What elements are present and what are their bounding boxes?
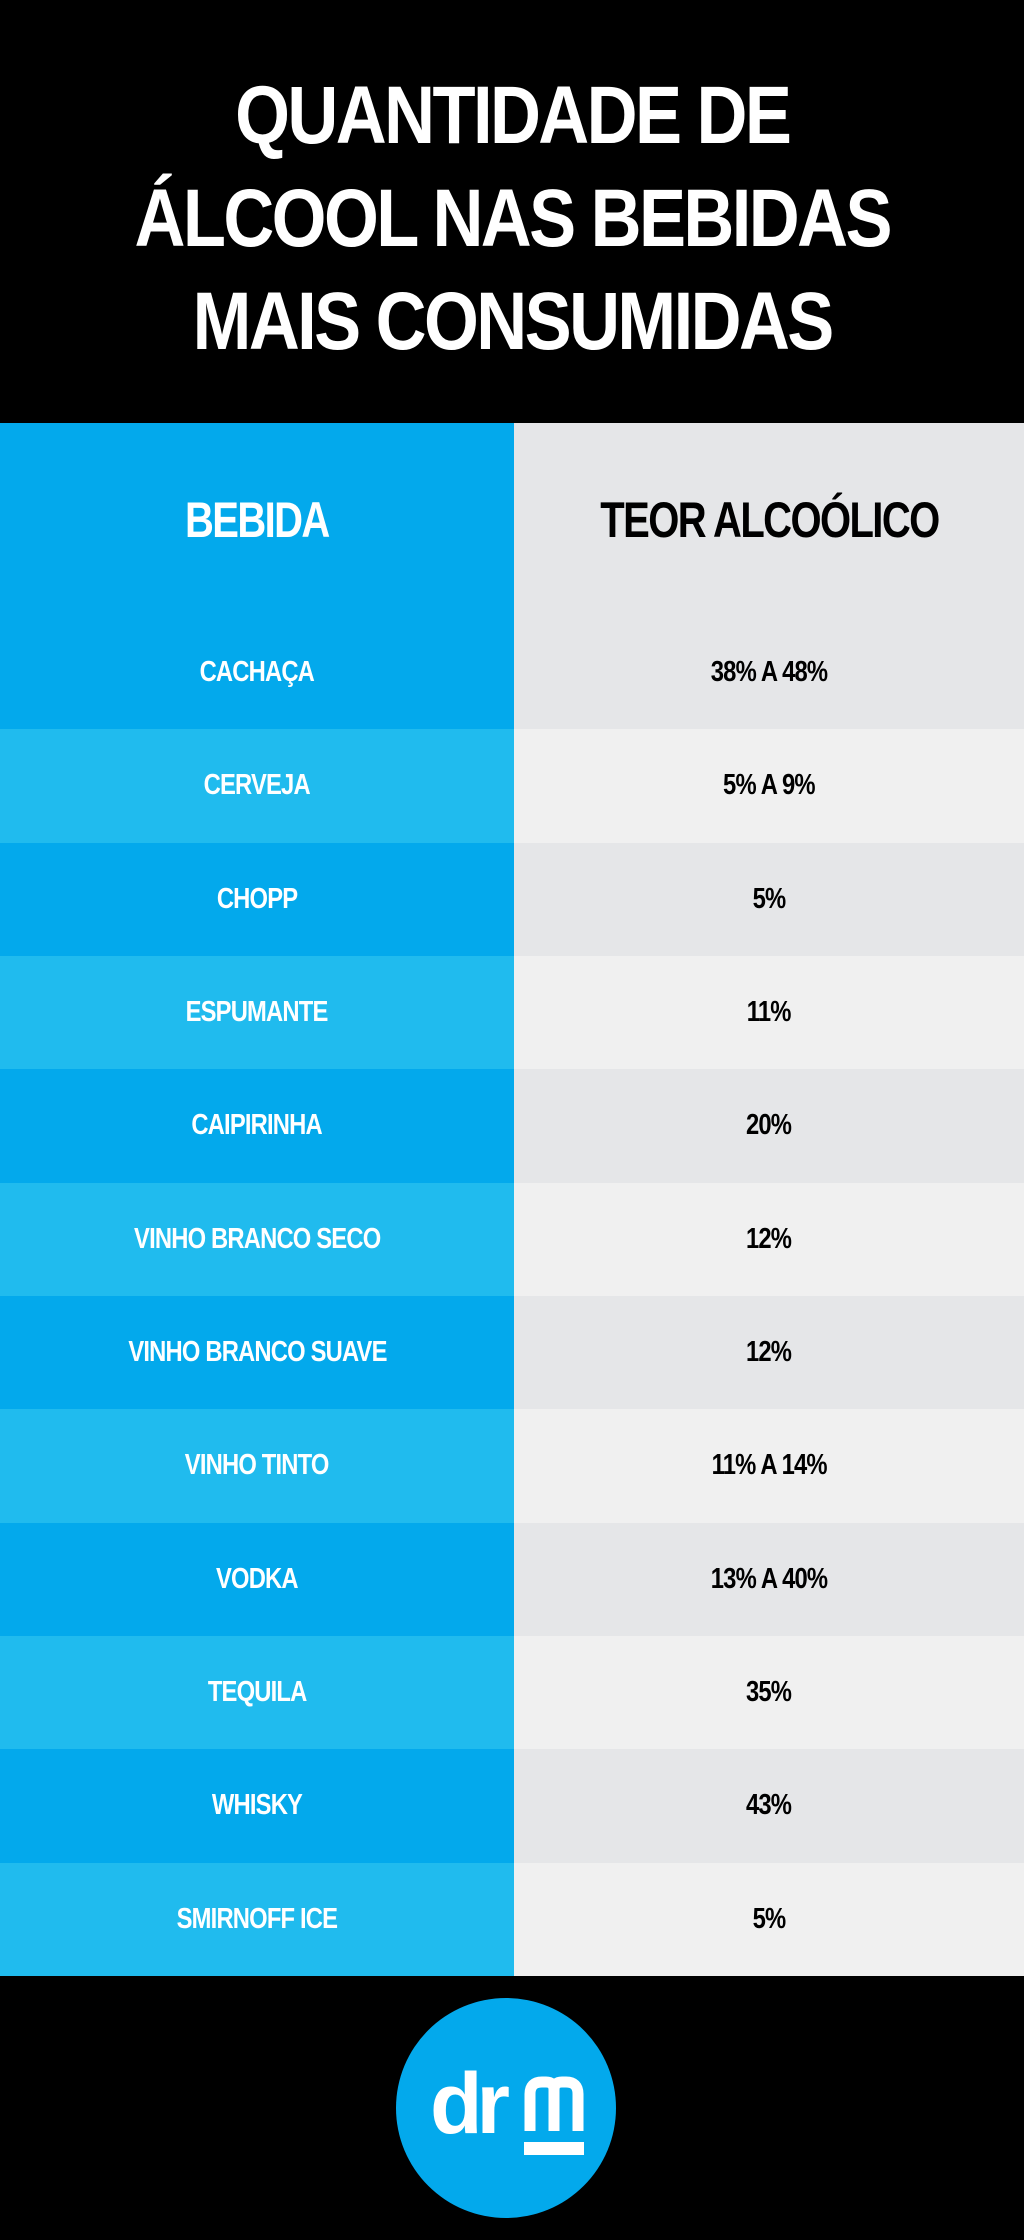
column-header-drink: BEBIDA bbox=[0, 423, 514, 616]
alcohol-value: 11% A 14% bbox=[711, 1449, 827, 1482]
table-row: VINHO BRANCO SUAVE 12% bbox=[0, 1295, 1024, 1410]
table-row: ESPUMANTE 11% bbox=[0, 955, 1024, 1070]
alcohol-value: 43% bbox=[746, 1789, 792, 1822]
alcohol-cell: 12% bbox=[514, 1182, 1024, 1296]
drink-name: VINHO BRANCO SUAVE bbox=[127, 1336, 387, 1369]
drink-cell: CACHAÇA bbox=[0, 616, 514, 730]
alcohol-cell: 35% bbox=[514, 1635, 1024, 1750]
drink-cell: TEQUILA bbox=[0, 1635, 514, 1750]
drink-cell: VODKA bbox=[0, 1522, 514, 1636]
table-row: VINHO BRANCO SECO 12% bbox=[0, 1182, 1024, 1296]
alcohol-value: 13% A 40% bbox=[710, 1562, 828, 1595]
drink-name: CACHAÇA bbox=[199, 656, 315, 689]
table-row: SMIRNOFF ICE 5% bbox=[0, 1862, 1024, 1976]
table-row: WHISKY 43% bbox=[0, 1749, 1024, 1863]
drink-cell: VINHO TINTO bbox=[0, 1409, 514, 1523]
drm-logo-mark: dr bbox=[430, 2056, 584, 2155]
drm-logo-icon: dr bbox=[396, 1998, 616, 2218]
column-header-drink-label: BEBIDA bbox=[185, 491, 330, 548]
drink-cell: VINHO BRANCO SECO bbox=[0, 1182, 514, 1296]
drink-name: ESPUMANTE bbox=[186, 996, 329, 1029]
alcohol-cell: 13% A 40% bbox=[514, 1522, 1024, 1636]
table-body: CACHAÇA 38% A 48% CERVEJA 5% A 9% CHOPP 5% ESP… bbox=[0, 616, 1024, 1976]
alcohol-cell: 38% A 48% bbox=[514, 616, 1024, 730]
alcohol-cell: 5% bbox=[514, 842, 1024, 956]
drink-name: VINHO BRANCO SECO bbox=[133, 1222, 381, 1255]
title-line-1: QUANTIDADE DE bbox=[234, 70, 792, 161]
alcohol-value: 20% bbox=[746, 1109, 792, 1142]
alcohol-value: 5% bbox=[752, 882, 787, 915]
alcohol-cell: 5% bbox=[514, 1862, 1024, 1976]
footer: dr bbox=[0, 1976, 1024, 2240]
alcohol-value: 35% bbox=[746, 1676, 792, 1709]
alcohol-value: 12% bbox=[746, 1222, 792, 1255]
table-row: VINHO TINTO 11% A 14% bbox=[0, 1409, 1024, 1523]
drink-cell: ESPUMANTE bbox=[0, 955, 514, 1070]
drink-name: CERVEJA bbox=[203, 769, 311, 802]
title-line-2: ÁLCOOL NAS BEBIDAS bbox=[134, 173, 892, 264]
alcohol-cell: 12% bbox=[514, 1295, 1024, 1410]
drink-cell: WHISKY bbox=[0, 1749, 514, 1863]
alcohol-cell: 20% bbox=[514, 1069, 1024, 1183]
table-header-row: BEBIDA TEOR ALCOÓLICO bbox=[0, 423, 1024, 616]
header: QUANTIDADE DE ÁLCOOL NAS BEBIDAS MAIS CO… bbox=[0, 0, 1024, 423]
drink-name: CHOPP bbox=[216, 882, 298, 915]
drink-cell: CAIPIRINHA bbox=[0, 1069, 514, 1183]
alcohol-value: 5% bbox=[752, 1902, 787, 1935]
table-row: CAIPIRINHA 20% bbox=[0, 1069, 1024, 1183]
svg-text:dr: dr bbox=[430, 2056, 510, 2152]
page-title: QUANTIDADE DE ÁLCOOL NAS BEBIDAS MAIS CO… bbox=[134, 50, 892, 373]
table-row: CERVEJA 5% A 9% bbox=[0, 729, 1024, 843]
drink-cell: CERVEJA bbox=[0, 729, 514, 843]
drink-name: VODKA bbox=[216, 1562, 299, 1595]
column-header-alcohol: TEOR ALCOÓLICO bbox=[514, 423, 1024, 616]
alcohol-value: 5% A 9% bbox=[723, 769, 815, 802]
drink-cell: CHOPP bbox=[0, 842, 514, 956]
alcohol-cell: 11% bbox=[514, 955, 1024, 1070]
drink-name: SMIRNOFF ICE bbox=[176, 1902, 338, 1935]
title-line-3: MAIS CONSUMIDAS bbox=[192, 276, 834, 367]
drink-cell: SMIRNOFF ICE bbox=[0, 1862, 514, 1976]
alcohol-cell: 43% bbox=[514, 1749, 1024, 1863]
drink-name: CAIPIRINHA bbox=[191, 1109, 323, 1142]
alcohol-cell: 5% A 9% bbox=[514, 729, 1024, 843]
alcohol-value: 38% A 48% bbox=[710, 656, 828, 689]
table-row: CHOPP 5% bbox=[0, 842, 1024, 956]
drink-name: WHISKY bbox=[211, 1789, 303, 1822]
alcohol-value: 11% bbox=[747, 996, 792, 1029]
drink-name: VINHO TINTO bbox=[185, 1449, 330, 1482]
alcohol-cell: 11% A 14% bbox=[514, 1409, 1024, 1523]
column-header-alcohol-label: TEOR ALCOÓLICO bbox=[599, 491, 940, 548]
drink-name: TEQUILA bbox=[207, 1676, 307, 1709]
table-row: CACHAÇA 38% A 48% bbox=[0, 616, 1024, 730]
alcohol-value: 12% bbox=[746, 1336, 792, 1369]
table-row: TEQUILA 35% bbox=[0, 1635, 1024, 1750]
alcohol-content-table: BEBIDA TEOR ALCOÓLICO CACHAÇA 38% A 48% CE… bbox=[0, 423, 1024, 1976]
drink-cell: VINHO BRANCO SUAVE bbox=[0, 1295, 514, 1410]
table-row: VODKA 13% A 40% bbox=[0, 1522, 1024, 1636]
